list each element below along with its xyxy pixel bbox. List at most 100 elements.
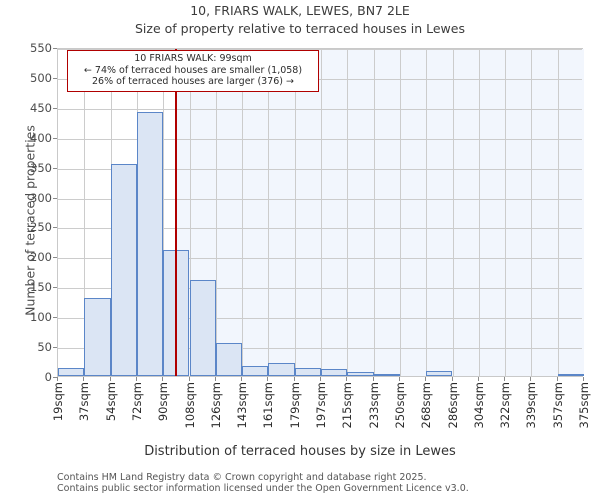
x-axis-tick-label: 339sqm <box>524 382 539 429</box>
annotation-line-3: 26% of terraced houses are larger (376) … <box>92 76 294 87</box>
x-axis-tick-mark <box>109 377 111 381</box>
x-axis-tick-label: 268sqm <box>419 382 434 429</box>
histogram-bar <box>110 164 137 376</box>
y-axis-tick-label: 150 <box>30 280 52 295</box>
footer-line-2: Contains public sector information licen… <box>57 483 469 494</box>
x-axis-tick-mark <box>83 377 85 381</box>
y-axis-tick-mark <box>53 287 57 289</box>
x-axis-tick-mark <box>504 377 506 381</box>
x-axis-tick-label: 19sqm <box>51 382 65 422</box>
x-axis-tick-label: 126sqm <box>208 382 223 429</box>
larger-region-shading <box>176 49 584 376</box>
y-gridline <box>58 138 582 140</box>
x-axis-tick-label: 197sqm <box>314 382 328 429</box>
x-axis-tick-label: 54sqm <box>103 382 118 422</box>
x-gridline <box>294 49 296 376</box>
x-axis-tick-mark <box>320 377 321 381</box>
x-axis-tick-mark <box>425 377 427 381</box>
y-axis-tick-mark <box>53 77 57 79</box>
x-axis-tick-mark <box>451 377 453 381</box>
y-gridline <box>58 198 582 200</box>
y-axis-tick-label: 500 <box>30 70 52 85</box>
y-gridline <box>58 318 582 320</box>
histogram-bar <box>215 342 243 376</box>
histogram-bar <box>347 372 374 376</box>
x-axis-tick-mark <box>556 377 558 381</box>
y-axis-tick-label: 50 <box>37 340 52 355</box>
x-gridline <box>215 49 217 376</box>
y-gridline <box>58 228 582 230</box>
histogram-bar <box>294 367 321 376</box>
y-gridline <box>58 348 582 350</box>
x-gridline <box>505 49 507 376</box>
y-gridline <box>58 108 582 110</box>
histogram-bar <box>557 374 584 376</box>
x-axis-tick-mark <box>583 377 584 381</box>
y-axis-tick-mark <box>53 347 57 349</box>
x-axis-tick-label: 286sqm <box>445 382 460 429</box>
y-axis-tick-label: 100 <box>30 310 52 325</box>
histogram-bar <box>84 298 111 376</box>
y-axis-tick-mark <box>53 197 57 199</box>
histogram-bar <box>189 280 216 376</box>
x-axis-tick-mark <box>135 377 137 381</box>
x-gridline <box>373 49 375 376</box>
y-axis-tick-label: 300 <box>30 190 52 205</box>
x-axis-tick-label: 161sqm <box>261 382 276 429</box>
page-title: 10, FRIARS WALK, LEWES, BN7 2LE <box>190 3 410 18</box>
x-axis-tick-mark <box>241 377 243 381</box>
x-axis-tick-mark <box>214 377 216 381</box>
y-axis-tick-mark <box>53 167 57 169</box>
x-gridline <box>268 49 270 376</box>
histogram-bar <box>373 374 400 376</box>
y-axis-tick-label: 250 <box>30 220 52 235</box>
property-annotation-box: 10 FRIARS WALK: 99sqm ← 74% of terraced … <box>67 50 319 92</box>
x-gridline <box>478 49 480 376</box>
x-axis-tick-label: 375sqm <box>577 382 591 429</box>
x-axis-tick-label: 37sqm <box>77 382 92 422</box>
y-axis-tick-mark <box>53 107 57 109</box>
x-axis-tick-label: 357sqm <box>550 382 565 429</box>
histogram-bar <box>268 362 295 376</box>
y-axis-tick-mark <box>53 48 57 49</box>
histogram-bar <box>58 368 85 376</box>
y-axis-tick-label: 200 <box>30 250 52 265</box>
y-axis-tick-label: 550 <box>30 41 52 55</box>
y-gridline <box>58 258 582 260</box>
annotation-line-1: 10 FRIARS WALK: 99sqm <box>134 53 252 64</box>
y-axis-tick-mark <box>53 317 57 319</box>
x-axis-tick-label: 143sqm <box>235 382 250 429</box>
chart-subtitle: Size of property relative to terraced ho… <box>135 21 465 36</box>
x-axis-tick-mark <box>293 377 295 381</box>
x-gridline <box>321 49 322 376</box>
x-axis-tick-mark <box>398 377 400 381</box>
x-axis-tick-label: 179sqm <box>287 382 302 429</box>
annotation-line-2: ← 74% of terraced houses are smaller (1,… <box>83 64 303 76</box>
plot-area <box>57 48 584 377</box>
x-axis-tick-mark <box>372 377 374 381</box>
y-axis-tick-label: 350 <box>30 160 52 175</box>
x-axis-tick-mark <box>346 377 348 381</box>
y-axis-tick-mark <box>53 377 57 378</box>
y-gridline <box>58 168 582 170</box>
x-axis-tick-label: 233sqm <box>366 382 381 429</box>
histogram-bar <box>426 371 453 376</box>
x-gridline <box>242 49 244 376</box>
x-gridline <box>163 49 165 376</box>
footer-attribution: Contains HM Land Registry data © Crown c… <box>57 472 597 494</box>
x-axis-label: Distribution of terraced houses by size … <box>144 444 456 459</box>
x-gridline <box>189 49 191 376</box>
y-gridline <box>58 49 582 50</box>
x-axis-tick-label: 304sqm <box>471 382 486 429</box>
x-axis-tick-mark <box>57 377 58 381</box>
histogram-bar <box>242 365 269 376</box>
y-axis-tick-label: 0 <box>44 370 52 384</box>
histogram-bar <box>321 369 348 376</box>
x-gridline <box>557 49 559 376</box>
x-axis-tick-label: 108sqm <box>182 382 197 429</box>
y-gridline <box>58 78 582 80</box>
y-axis-tick-mark <box>53 227 57 229</box>
x-gridline <box>452 49 454 376</box>
x-axis-tick-label: 250sqm <box>392 382 407 429</box>
